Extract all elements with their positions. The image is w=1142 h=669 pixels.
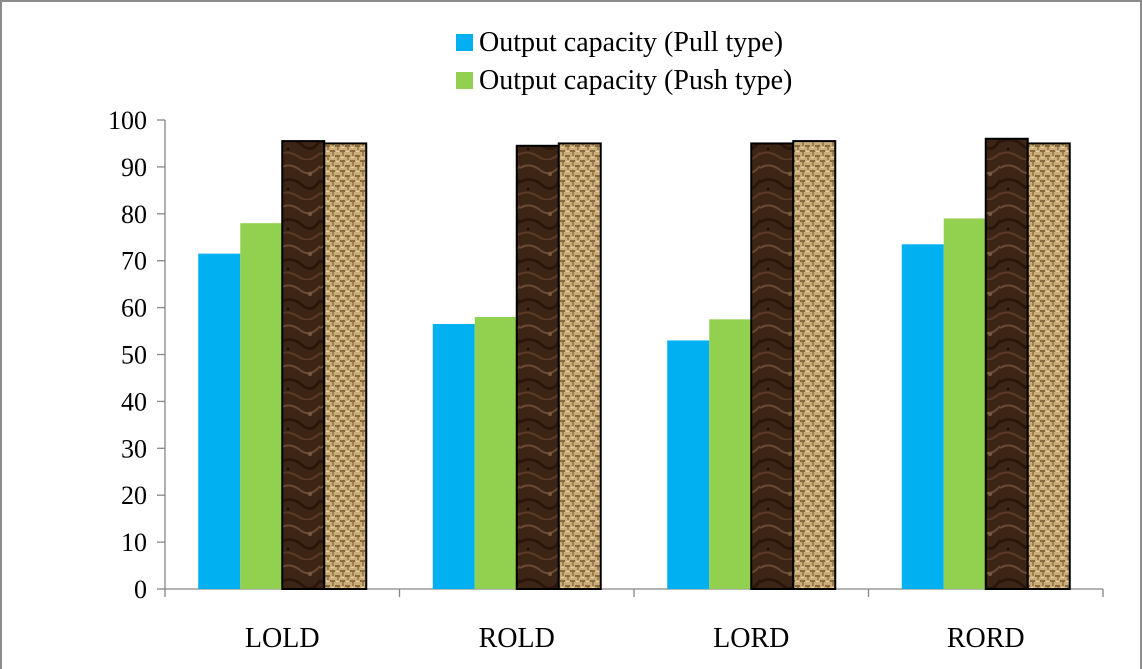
bar-lold-series-1 xyxy=(198,253,241,590)
legend-swatch xyxy=(456,34,473,51)
bar-lord-series-2 xyxy=(709,319,752,589)
x-tick-label: LOLD xyxy=(245,623,320,654)
x-tick-label: ROLD xyxy=(479,623,555,654)
y-tick-label: 40 xyxy=(121,387,147,416)
y-tick-label: 90 xyxy=(121,153,147,182)
legend-label: Output capacity (Pull type) xyxy=(479,27,783,58)
x-tick-label: LORD xyxy=(713,623,789,654)
y-tick-label: 20 xyxy=(121,481,147,510)
bar-lold-series-2 xyxy=(240,223,283,589)
y-tick-label: 100 xyxy=(108,106,147,135)
bar-rold-series-4 xyxy=(557,142,602,590)
bar-lold-series-4 xyxy=(323,142,368,590)
bar-rord-series-3 xyxy=(984,137,1029,590)
bar-rold-series-3 xyxy=(515,144,560,590)
x-axis: LOLD ROLD LORD RORD xyxy=(164,588,1104,654)
y-axis: 0 10 20 30 40 50 60 70 80 90 100 xyxy=(108,106,166,604)
bar-lold-series-3 xyxy=(281,140,326,590)
bar-lord-series-4 xyxy=(792,140,837,590)
bar-rord-series-4 xyxy=(1026,142,1071,590)
bars xyxy=(198,137,1071,590)
y-tick-label: 30 xyxy=(121,434,147,463)
y-tick-label: 0 xyxy=(134,575,147,604)
bar-rord-series-2 xyxy=(943,218,986,590)
bar-rold-series-1 xyxy=(432,324,475,589)
legend-label: Output capacity (Push type) xyxy=(479,65,792,96)
y-tick-label: 50 xyxy=(121,341,147,370)
y-tick-label: 80 xyxy=(121,200,147,229)
y-tick-label: 70 xyxy=(121,247,147,276)
legend-swatch xyxy=(456,72,473,89)
x-tick-label: RORD xyxy=(947,623,1025,654)
bar-lord-series-1 xyxy=(667,340,710,589)
legend: Output capacity (Pull type) Output capaci… xyxy=(456,27,792,96)
y-tick-label: 60 xyxy=(121,294,147,323)
bar-lord-series-3 xyxy=(750,142,795,590)
y-tick-label: 10 xyxy=(121,528,147,557)
bar-rord-series-1 xyxy=(901,244,944,589)
bar-rold-series-2 xyxy=(474,316,517,589)
